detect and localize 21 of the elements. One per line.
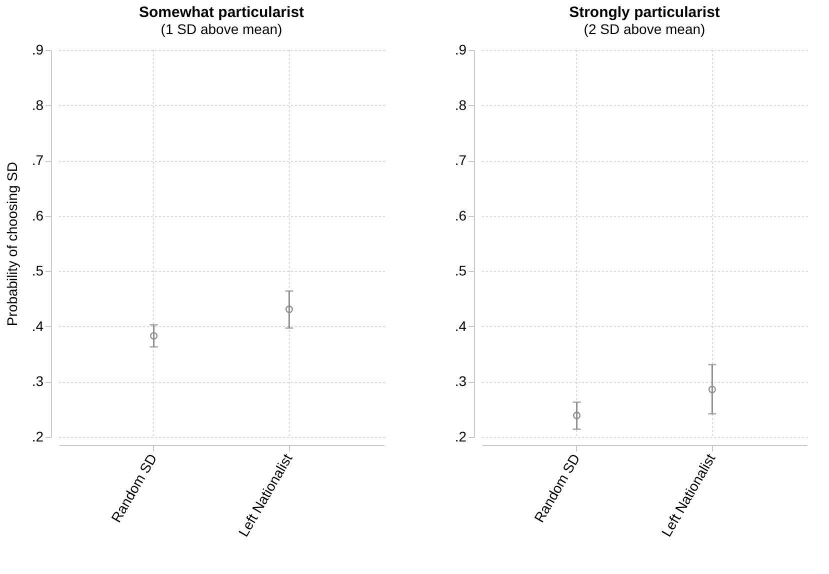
chart-title: Strongly particularist: [569, 4, 720, 21]
y-tick-label: .7: [454, 152, 467, 168]
y-tick-label: .4: [454, 318, 467, 334]
y-tick-label: .6: [454, 207, 467, 224]
y-tick-label: .2: [32, 428, 44, 444]
chart-subtitle: (2 SD above mean): [584, 21, 706, 37]
chart-subtitle: (1 SD above mean): [160, 21, 282, 37]
y-tick-label: .3: [454, 373, 467, 390]
y-tick-label: .9: [32, 42, 44, 58]
y-tick-label: .3: [32, 373, 44, 390]
y-tick-label: .9: [454, 42, 467, 58]
y-tick-label: .4: [32, 318, 44, 334]
y-tick-label: .5: [32, 262, 44, 279]
chart-title: Somewhat particularist: [138, 4, 304, 21]
y-tick-label: .5: [454, 262, 467, 279]
y-tick-label: .7: [32, 152, 44, 168]
y-tick-label: .8: [454, 96, 467, 113]
y-tick-label: .6: [32, 207, 44, 224]
y-tick-label: .2: [454, 428, 467, 444]
y-axis-title: Probability of choosing SD: [4, 162, 20, 326]
y-tick-label: .8: [32, 96, 44, 113]
